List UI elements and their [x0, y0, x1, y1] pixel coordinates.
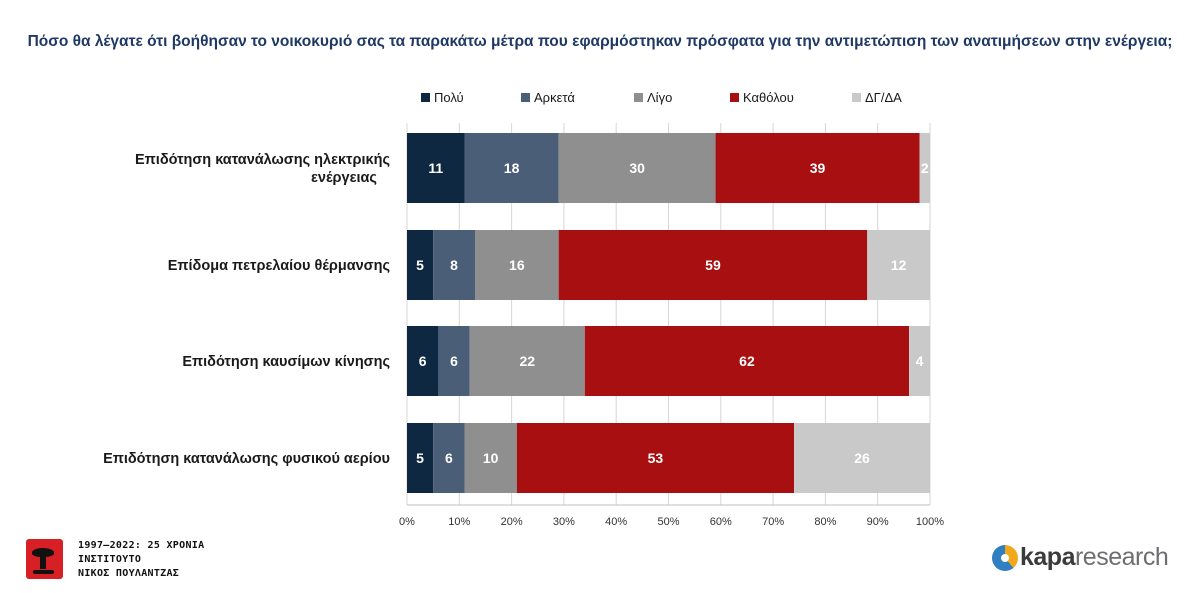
bar-segment — [584, 326, 910, 396]
bar-segment — [464, 423, 517, 493]
legend-label: Καθόλου — [743, 90, 794, 105]
institute-logo-block: 1997–2022: 25 ΧΡΟΝΙΑ ΙΝΣΤΙΤΟΥΤΟ ΝΙΚΟΣ ΠΟ… — [26, 539, 226, 584]
category-label-line: Επίδομα πετρελαίου θέρμανσης — [168, 258, 390, 274]
legend-swatch — [521, 93, 530, 102]
data-label: 62 — [739, 353, 755, 369]
data-label: 5 — [416, 450, 424, 466]
data-label: 59 — [705, 257, 721, 273]
x-tick-label: 100% — [916, 516, 944, 528]
data-label: 12 — [891, 257, 907, 273]
category-label-line: ενέργειας — [311, 170, 377, 186]
institute-label: ΙΝΣΤΙΤΟΥΤΟ — [78, 554, 142, 565]
bar-segment — [794, 423, 930, 493]
legend-label: Πολύ — [434, 90, 464, 105]
x-tick-label: 30% — [553, 516, 575, 528]
institute-text: 1997–2022: 25 ΧΡΟΝΙΑ ΙΝΣΤΙΤΟΥΤΟ ΝΙΚΟΣ ΠΟ… — [78, 539, 204, 581]
x-tick-label: 90% — [867, 516, 889, 528]
x-tick-label: 60% — [710, 516, 732, 528]
bar-segment — [474, 230, 559, 300]
category-label-line: Επιδότηση καυσίμων κίνησης — [182, 354, 390, 370]
kapa-research-logo: kaparesearch — [992, 543, 1182, 577]
data-label: 39 — [810, 160, 826, 176]
data-label: 16 — [509, 257, 525, 273]
bar-segment — [558, 133, 716, 203]
data-label: 10 — [483, 450, 499, 466]
bar-segment — [516, 423, 795, 493]
legend-item: Πολύ — [421, 90, 464, 105]
data-label: 18 — [504, 160, 520, 176]
category-label: Επιδότηση κατανάλωσης φυσικού αερίου — [103, 451, 390, 467]
bar-segment — [867, 230, 930, 300]
data-label: 5 — [416, 257, 424, 273]
data-label: 53 — [648, 450, 664, 466]
category-label: Επίδομα πετρελαίου θέρμανσης — [168, 258, 390, 274]
bar-segment — [469, 326, 585, 396]
bars: 11 18 30 39 2 5 8 16 59 12 6 6 22 62 4 5 6 10 53 26 — [407, 133, 930, 493]
x-axis-ticks: 0% 10% 20% 30% 40% 50% 60% 70% 80% 90% 100% — [399, 516, 944, 528]
x-tick-label: 40% — [605, 516, 627, 528]
bar-segment — [407, 133, 465, 203]
x-tick-label: 20% — [501, 516, 523, 528]
data-label: 4 — [916, 353, 924, 369]
bar-segment — [715, 133, 920, 203]
category-label: Επιδότηση καυσίμων κίνησης — [182, 354, 390, 370]
bar-segment — [407, 423, 434, 493]
bar-segment — [438, 326, 470, 396]
bar-segment — [433, 423, 465, 493]
category-label: Επιδότηση κατανάλωσης ηλεκτρικής ενέργεια… — [135, 152, 390, 186]
bar-segment — [558, 230, 868, 300]
institute-face-logo-icon — [26, 539, 63, 579]
x-tick-label: 50% — [657, 516, 679, 528]
legend-label: ΔΓ/ΔΑ — [865, 90, 902, 105]
x-tick-label: 80% — [814, 516, 836, 528]
bar-segment — [909, 326, 930, 396]
legend-item: ΔΓ/ΔΑ — [852, 90, 902, 105]
chart-title: Πόσο θα λέγατε ότι βοήθησαν το νοικοκυρι… — [27, 33, 1173, 50]
institute-name: ΝΙΚΟΣ ΠΟΥΛΑΝΤΖΑΣ — [78, 568, 180, 579]
legend-label: Λίγο — [647, 90, 672, 105]
data-label: 2 — [921, 160, 929, 176]
data-label: 6 — [419, 353, 427, 369]
bar-segment — [464, 133, 559, 203]
institute-anniversary: 1997–2022: 25 ΧΡΟΝΙΑ — [78, 540, 205, 551]
brand-wordmark: kaparesearch — [1020, 543, 1169, 571]
data-label: 6 — [450, 353, 458, 369]
kapa-research-mark-icon — [992, 545, 1018, 571]
bar-segment — [433, 230, 475, 300]
bar-segment — [407, 326, 439, 396]
x-tick-label: 10% — [448, 516, 470, 528]
data-label: 11 — [428, 160, 443, 176]
legend-label: Αρκετά — [534, 90, 575, 105]
category-labels: Επιδότηση κατανάλωσης ηλεκτρικής ενέργεια… — [103, 152, 390, 467]
bar-segment — [407, 230, 434, 300]
category-label-line: Επιδότηση κατανάλωσης ηλεκτρικής — [135, 152, 390, 168]
x-tick-label: 70% — [762, 516, 784, 528]
legend-swatch — [634, 93, 643, 102]
legend-item: Αρκετά — [521, 90, 575, 105]
legend-swatch — [421, 93, 430, 102]
category-label-line: Επιδότηση κατανάλωσης φυσικού αερίου — [103, 451, 390, 467]
data-label: 22 — [520, 353, 536, 369]
legend-swatch — [730, 93, 739, 102]
legend-item: Λίγο — [634, 90, 672, 105]
legend-swatch — [852, 93, 861, 102]
legend: Πολύ Αρκετά Λίγο Καθόλου ΔΓ/ΔΑ — [421, 90, 902, 105]
data-label: 30 — [629, 160, 645, 176]
bar-segment — [919, 133, 930, 203]
data-label: 6 — [445, 450, 453, 466]
x-tick-label: 0% — [399, 516, 415, 528]
data-label: 26 — [854, 450, 870, 466]
data-label: 8 — [450, 257, 458, 273]
legend-item: Καθόλου — [730, 90, 794, 105]
